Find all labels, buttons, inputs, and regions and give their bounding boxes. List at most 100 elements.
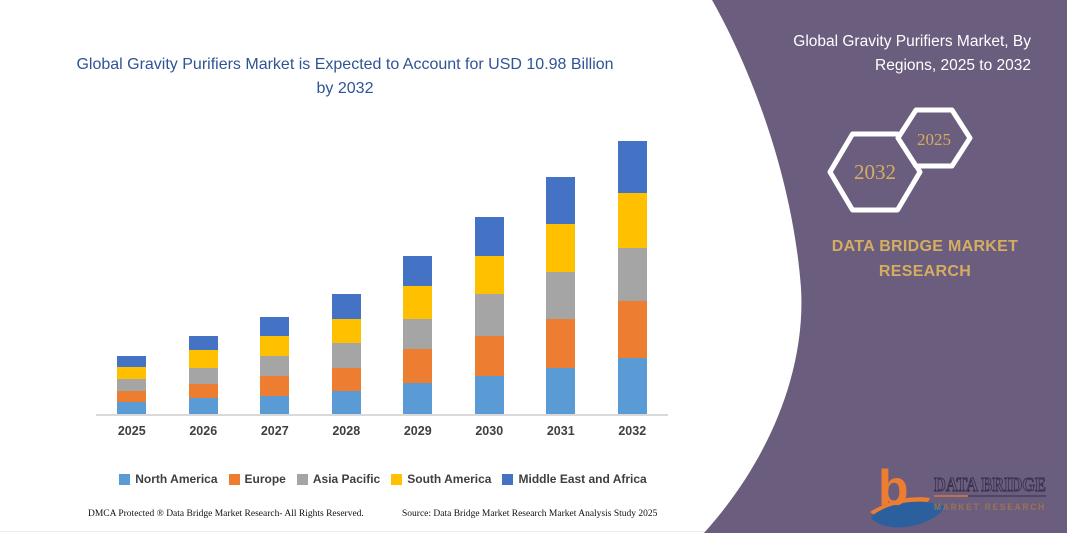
legend-label: North America: [135, 472, 218, 486]
x-axis-label-2032: 2032: [618, 424, 647, 438]
bar-segment-2032-south-america: [617, 193, 647, 248]
source-text: Source: Data Bridge Market Research Mark…: [402, 509, 658, 519]
x-axis-label-2026: 2026: [189, 424, 218, 438]
legend-item-south-america: South America: [391, 472, 491, 486]
legend-label: Asia Pacific: [312, 472, 381, 486]
bar-segment-2029-europe: [403, 349, 433, 383]
stacked-bar-2026: [188, 336, 218, 414]
bar-segment-2031-south-america: [546, 224, 576, 272]
logo-blue-swoosh: [871, 501, 946, 528]
bar-segment-2031-europe: [546, 319, 576, 368]
bar-segment-2031-north-america: [546, 367, 576, 414]
bar-segment-2026-north-america: [188, 398, 218, 414]
bar-segment-2027-europe: [260, 376, 290, 397]
bar-segment-2029-middle-east-and-africa: [403, 255, 433, 286]
bar-segment-2027-middle-east-and-africa: [260, 316, 290, 337]
bar-segment-2025-europe: [117, 390, 147, 403]
chart-legend: North America Europe Asia Pacific South Ame…: [96, 472, 670, 486]
bar-segment-2032-middle-east-and-africa: [617, 141, 647, 194]
bar-segment-2028-europe: [331, 367, 361, 392]
bar-segment-2029-asia-pacific: [403, 319, 433, 350]
bar-slot-2032: [597, 118, 669, 414]
bar-segment-2026-europe: [188, 384, 218, 399]
x-axis-line: [96, 414, 668, 416]
legend-swatch: [296, 473, 308, 485]
legend-item-middle-east-and-africa: Middle East and Africa: [502, 472, 647, 486]
panel-title: Global Gravity Purifiers Market, By Regi…: [731, 30, 1031, 78]
panel-title-line2: Regions, 2025 to 2032: [875, 57, 1031, 75]
bar-segment-2026-south-america: [188, 350, 218, 368]
bar-segment-2032-asia-pacific: [617, 247, 647, 302]
brand-name-text: DATA BRIDGE MARKET RESEARCH: [815, 235, 1035, 285]
bar-segment-2028-asia-pacific: [331, 342, 361, 368]
x-axis-label-2030: 2030: [475, 424, 504, 438]
legend-swatch: [119, 473, 131, 485]
bar-segment-2026-asia-pacific: [188, 367, 218, 385]
bar-segment-2032-europe: [617, 301, 647, 358]
bar-slot-2031: [525, 118, 597, 414]
bar-slot-2029: [382, 118, 454, 414]
chart-title-line2: 10.98 Billion by 2032: [316, 56, 614, 97]
hexagon-2032: [827, 131, 923, 213]
hexagon-2025: [895, 107, 973, 169]
stacked-bar-2032: [617, 141, 647, 414]
x-axis-label-2027: 2027: [260, 424, 289, 438]
bar-slot-2026: [168, 118, 240, 414]
bar-segment-2027-north-america: [260, 396, 290, 414]
legend-label: Middle East and Africa: [518, 472, 647, 486]
bar-segment-2030-south-america: [474, 256, 504, 294]
chart-title: Global Gravity Purifiers Market is Expec…: [75, 53, 615, 101]
bar-segment-2025-middle-east-and-africa: [117, 355, 147, 368]
stacked-bar-2027: [260, 316, 290, 414]
x-axis-label-2031: 2031: [546, 424, 575, 438]
bar-slot-2030: [454, 118, 526, 414]
brand-line2: RESEARCH: [878, 262, 972, 280]
bottom-divider: [0, 531, 1067, 532]
logo-subtext: MARKET RESEARCH: [934, 502, 1046, 512]
legend-item-north-america: North America: [119, 472, 218, 486]
x-axis-label-2029: 2029: [403, 424, 432, 438]
bar-segment-2026-middle-east-and-africa: [188, 336, 218, 351]
stacked-bar-2031: [546, 177, 576, 414]
hexagon-year-2025: 2025: [917, 130, 951, 149]
logo-monogram-b: b: [878, 460, 909, 516]
bar-segment-2028-south-america: [331, 319, 361, 343]
plot-area: [96, 118, 668, 414]
x-axis-labels: 2025 2026 2027 2028 2029 2030 2031 2032: [96, 424, 668, 438]
legend-label: South America: [407, 472, 492, 486]
bar-segment-2028-middle-east-and-africa: [331, 293, 361, 320]
bar-slot-2027: [239, 118, 311, 414]
legend-label: Europe: [244, 472, 286, 486]
dbmr-logo: b DATA BRIDGE MARKET RESEARCH: [870, 460, 1046, 528]
bar-segment-2025-asia-pacific: [117, 378, 147, 391]
legend-swatch: [228, 473, 240, 485]
bar-segment-2030-north-america: [474, 376, 504, 414]
bar-segment-2029-south-america: [403, 285, 433, 320]
bar-segment-2027-asia-pacific: [260, 356, 290, 377]
x-axis-label-2025: 2025: [117, 424, 146, 438]
chart-title-line1: Global Gravity Purifiers Market is Expec…: [76, 56, 522, 73]
bar-segment-2030-europe: [474, 336, 504, 376]
stacked-bar-2025: [117, 355, 147, 414]
hexagon-badges: 2032 2025: [827, 107, 973, 213]
bar-segment-2028-north-america: [331, 391, 361, 414]
panel-title-line1: Global Gravity Purifiers Market, By: [793, 33, 1031, 50]
stacked-bar-2029: [403, 255, 433, 414]
legend-item-asia-pacific: Asia Pacific: [296, 472, 381, 486]
stacked-bar-2028: [331, 293, 361, 414]
brand-line1: DATA BRIDGE MARKET: [831, 238, 1019, 255]
legend-swatch: [391, 473, 403, 485]
bar-slot-2025: [96, 118, 168, 414]
bar-segment-2025-north-america: [117, 402, 147, 414]
stacked-bar-2030: [474, 216, 504, 414]
dmca-copyright-text: DMCA Protected ® Data Bridge Market Rese…: [88, 509, 364, 519]
x-axis-label-2028: 2028: [332, 424, 361, 438]
bar-segment-2030-middle-east-and-africa: [474, 216, 504, 256]
chart-footer: DMCA Protected ® Data Bridge Market Rese…: [0, 509, 690, 525]
bar-segment-2029-north-america: [403, 382, 433, 414]
bar-segment-2031-middle-east-and-africa: [546, 177, 576, 225]
bars-container: [96, 118, 668, 414]
legend-item-europe: Europe: [228, 472, 286, 486]
